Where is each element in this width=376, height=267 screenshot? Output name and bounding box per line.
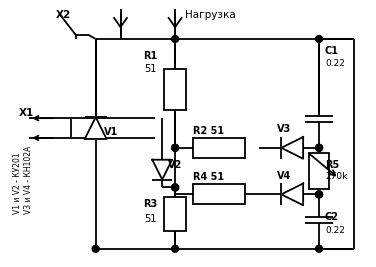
Text: V1 и V2 - КУ201
V3 и V4 - КН102А: V1 и V2 - КУ201 V3 и V4 - КН102А <box>13 146 33 214</box>
Text: R4 51: R4 51 <box>193 172 224 182</box>
Polygon shape <box>152 160 172 179</box>
Text: 51: 51 <box>144 214 156 224</box>
Text: X2: X2 <box>56 10 71 20</box>
Circle shape <box>171 144 179 151</box>
Text: 0.22: 0.22 <box>325 226 345 235</box>
Circle shape <box>315 191 323 198</box>
Bar <box>164 69 186 110</box>
Text: R3: R3 <box>143 199 158 209</box>
Circle shape <box>171 184 179 191</box>
Text: R2 51: R2 51 <box>193 126 224 136</box>
Circle shape <box>315 191 323 198</box>
Text: 0.22: 0.22 <box>325 59 345 68</box>
Text: V1: V1 <box>104 127 118 137</box>
Bar <box>164 197 186 231</box>
Bar <box>309 153 329 189</box>
Text: 270k: 270k <box>325 172 347 181</box>
Text: C1: C1 <box>325 46 339 56</box>
Circle shape <box>315 144 323 151</box>
Text: C2: C2 <box>325 212 339 222</box>
Text: R5: R5 <box>325 160 339 170</box>
Text: V2: V2 <box>168 160 182 170</box>
Circle shape <box>92 245 99 252</box>
Text: Нагрузка: Нагрузка <box>185 10 236 20</box>
Circle shape <box>315 36 323 42</box>
Circle shape <box>171 36 179 42</box>
Text: X1: X1 <box>19 108 35 118</box>
Circle shape <box>315 144 323 151</box>
Bar <box>193 138 244 158</box>
Polygon shape <box>281 137 303 159</box>
Text: V3: V3 <box>277 124 291 134</box>
Circle shape <box>171 245 179 252</box>
Circle shape <box>171 184 179 191</box>
Bar <box>193 184 244 204</box>
Circle shape <box>315 245 323 252</box>
Text: R1: R1 <box>143 51 158 61</box>
Circle shape <box>171 144 179 151</box>
Polygon shape <box>281 183 303 205</box>
Polygon shape <box>85 117 107 139</box>
Text: 51: 51 <box>144 64 156 74</box>
Text: V4: V4 <box>277 171 291 180</box>
